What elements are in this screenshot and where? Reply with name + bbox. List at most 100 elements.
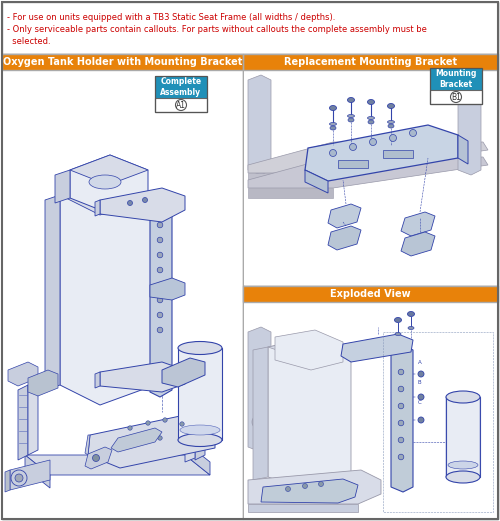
Polygon shape (391, 345, 413, 492)
Ellipse shape (368, 100, 374, 105)
Bar (243, 54, 498, 70)
Ellipse shape (348, 118, 354, 122)
Ellipse shape (394, 317, 402, 322)
Circle shape (450, 92, 462, 103)
Ellipse shape (348, 115, 354, 118)
Bar (155, 76, 207, 98)
Polygon shape (85, 447, 112, 469)
Bar (243, 286, 498, 302)
Polygon shape (248, 75, 271, 175)
Polygon shape (60, 175, 155, 405)
Text: Mounting
Bracket: Mounting Bracket (436, 69, 476, 89)
Ellipse shape (388, 120, 394, 123)
Bar (178, 348, 222, 440)
Ellipse shape (348, 97, 354, 103)
Circle shape (92, 454, 100, 462)
Circle shape (142, 197, 148, 203)
Polygon shape (248, 327, 271, 452)
Bar (383, 150, 413, 158)
Bar (338, 160, 368, 168)
Polygon shape (275, 330, 343, 370)
Ellipse shape (330, 105, 336, 110)
Circle shape (398, 437, 404, 443)
Text: Exploded View: Exploded View (330, 289, 411, 299)
Ellipse shape (330, 122, 336, 126)
Circle shape (128, 426, 132, 430)
Polygon shape (25, 455, 210, 475)
Polygon shape (268, 337, 351, 364)
Text: - Only serviceable parts contain callouts. For parts without callouts the comple: - Only serviceable parts contain callout… (7, 25, 427, 34)
Text: A: A (418, 359, 422, 365)
Polygon shape (95, 200, 100, 216)
Polygon shape (5, 470, 10, 492)
Polygon shape (305, 125, 458, 181)
Polygon shape (458, 75, 481, 175)
Polygon shape (70, 155, 148, 185)
Polygon shape (268, 337, 351, 490)
Polygon shape (248, 142, 488, 173)
Polygon shape (195, 385, 205, 460)
Polygon shape (248, 470, 381, 504)
Ellipse shape (89, 175, 121, 189)
Bar (244, 303, 497, 518)
Ellipse shape (446, 391, 480, 403)
Bar (430, 68, 482, 90)
Bar (2, 54, 243, 70)
Circle shape (418, 417, 424, 423)
Bar (2, 54, 243, 519)
Polygon shape (248, 157, 488, 188)
Bar (446, 397, 480, 477)
Circle shape (157, 327, 163, 333)
Polygon shape (18, 385, 28, 460)
Bar (3, 71, 242, 518)
Ellipse shape (368, 117, 374, 119)
Circle shape (157, 267, 163, 273)
Circle shape (350, 143, 356, 151)
Text: A1: A1 (176, 101, 186, 109)
Polygon shape (341, 334, 413, 362)
Polygon shape (458, 135, 468, 164)
Ellipse shape (446, 471, 480, 483)
Polygon shape (401, 232, 435, 256)
Bar (430, 90, 482, 104)
Text: C: C (418, 400, 422, 404)
Polygon shape (100, 188, 185, 222)
Circle shape (157, 237, 163, 243)
Bar (244, 71, 497, 285)
Polygon shape (60, 175, 155, 215)
Polygon shape (328, 226, 361, 250)
Polygon shape (305, 170, 328, 193)
Circle shape (157, 222, 163, 228)
Circle shape (302, 483, 308, 489)
Circle shape (128, 201, 132, 205)
Polygon shape (45, 195, 60, 390)
Polygon shape (248, 173, 333, 182)
Ellipse shape (388, 104, 394, 108)
Circle shape (158, 436, 162, 440)
Circle shape (157, 282, 163, 288)
Bar (243, 286, 498, 519)
Text: - For use on units equipped with a TB3 Static Seat Frame (all widths / depths).: - For use on units equipped with a TB3 S… (7, 13, 336, 22)
Text: B1: B1 (451, 93, 461, 102)
Circle shape (390, 134, 396, 142)
Circle shape (318, 481, 324, 487)
Circle shape (398, 454, 404, 460)
Text: B: B (418, 379, 422, 384)
Polygon shape (401, 212, 435, 236)
Circle shape (398, 369, 404, 375)
Circle shape (398, 420, 404, 426)
Circle shape (138, 441, 142, 445)
Circle shape (15, 474, 23, 482)
Circle shape (252, 415, 266, 429)
Bar (155, 76, 207, 112)
Circle shape (157, 312, 163, 318)
Ellipse shape (408, 327, 414, 329)
Polygon shape (85, 435, 90, 455)
Ellipse shape (395, 332, 401, 336)
Polygon shape (150, 278, 185, 300)
Polygon shape (25, 455, 50, 488)
Ellipse shape (180, 425, 220, 435)
Polygon shape (100, 362, 185, 392)
Polygon shape (261, 479, 358, 503)
Text: Oxygen Tank Holder with Mounting Bracket: Oxygen Tank Holder with Mounting Bracket (3, 57, 242, 67)
